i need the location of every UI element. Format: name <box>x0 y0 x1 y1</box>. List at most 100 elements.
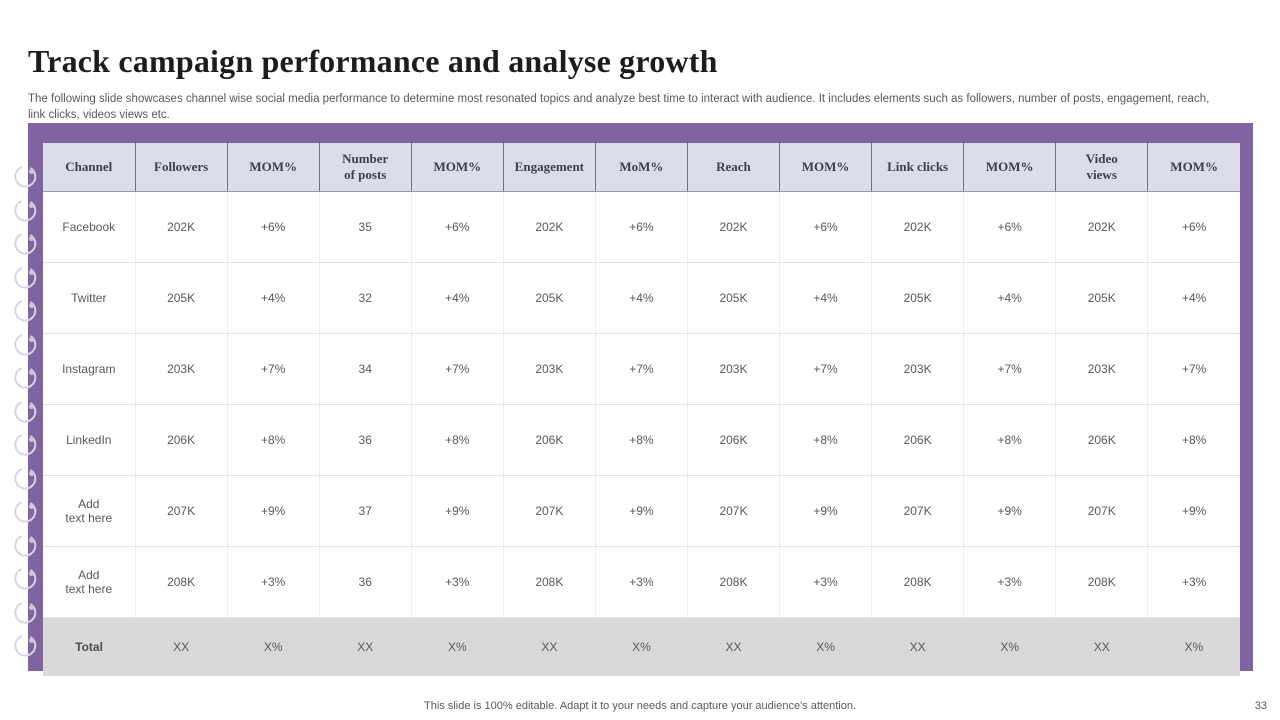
page-number: 33 <box>1254 700 1267 712</box>
metric-cell: 203K <box>687 333 781 405</box>
metric-cell: +8% <box>411 404 504 476</box>
metric-cell: 206K <box>871 404 965 476</box>
metric-cell: X% <box>779 617 872 676</box>
page-title: Track campaign performance and analyse g… <box>28 43 718 80</box>
metric-cell: 202K <box>135 191 228 263</box>
metric-cell: 207K <box>135 475 228 547</box>
metric-cell: +6% <box>595 191 688 263</box>
metric-cell: XX <box>1055 617 1148 676</box>
channel-cell: Twitter <box>43 262 136 334</box>
metric-cell: +3% <box>1147 546 1240 618</box>
column-header: MoM% <box>595 143 688 192</box>
metric-cell: 208K <box>687 546 781 618</box>
metric-cell: +9% <box>779 475 873 547</box>
column-header: MOM% <box>227 143 320 192</box>
channel-cell: Instagram <box>43 333 136 405</box>
slide-description: The following slide showcases channel wi… <box>28 92 1210 122</box>
metric-cell: +7% <box>595 333 688 405</box>
metric-cell: +6% <box>227 191 320 263</box>
metric-cell: +3% <box>411 546 504 618</box>
channel-cell: LinkedIn <box>43 404 136 476</box>
metric-cell: 208K <box>503 546 596 618</box>
metric-cell: XX <box>871 617 964 676</box>
table-row: Twitter 205K +4% 32 +4% 205K +4% 205K +4% 205K +4%… <box>43 262 1240 334</box>
table-header-row: Channel Followers MOM% Number of posts MOM% E… <box>43 143 1240 192</box>
metric-cell: XX <box>503 617 596 676</box>
table-row: Add text here 207K +9% 37 +9% 207K +9% 207K +9% 2… <box>43 475 1240 547</box>
metric-cell: 208K <box>1055 546 1149 618</box>
column-header: Channel <box>43 143 136 192</box>
metric-cell: +6% <box>411 191 504 263</box>
metric-cell: 205K <box>1055 262 1149 334</box>
metric-cell: +6% <box>779 191 873 263</box>
metric-cell: 207K <box>503 475 596 547</box>
metric-cell: +4% <box>595 262 688 334</box>
metric-cell: XX <box>135 617 228 676</box>
metric-cell: +8% <box>595 404 688 476</box>
metric-cell: 32 <box>319 262 412 334</box>
metric-cell: 205K <box>503 262 596 334</box>
metric-cell: X% <box>1147 617 1240 676</box>
metric-cell: 206K <box>503 404 596 476</box>
metric-cell: 203K <box>135 333 228 405</box>
metric-cell: +6% <box>963 191 1057 263</box>
performance-table: Channel Followers MOM% Number of posts MOM% E… <box>43 143 1240 676</box>
metric-cell: 206K <box>135 404 228 476</box>
column-header: MOM% <box>1147 143 1240 192</box>
metric-cell: 206K <box>687 404 781 476</box>
metric-cell: +7% <box>963 333 1057 405</box>
metric-cell: +9% <box>1147 475 1240 547</box>
column-header: Link clicks <box>871 143 965 192</box>
metric-cell: XX <box>319 617 412 676</box>
table-row: LinkedIn 206K +8% 36 +8% 206K +8% 206K +8% 206K +8… <box>43 404 1240 476</box>
metric-cell: 202K <box>1055 191 1149 263</box>
column-header: Reach <box>687 143 781 192</box>
column-header: Number of posts <box>319 143 412 192</box>
column-header: MOM% <box>963 143 1057 192</box>
metric-cell: X% <box>411 617 504 676</box>
metric-cell: 207K <box>687 475 781 547</box>
column-header: MOM% <box>411 143 504 192</box>
metric-cell: 202K <box>871 191 965 263</box>
metric-cell: +9% <box>963 475 1057 547</box>
metric-cell: 207K <box>871 475 965 547</box>
metric-cell: 203K <box>1055 333 1149 405</box>
channel-cell: Total <box>43 617 136 676</box>
total-row: Total XX X% XX X% XX X% XX X% XX X% XX X% <box>43 617 1240 676</box>
metric-cell: +4% <box>779 262 873 334</box>
metric-cell: 205K <box>687 262 781 334</box>
metric-cell: 207K <box>1055 475 1149 547</box>
metric-cell: 208K <box>135 546 228 618</box>
performance-table-frame: Channel Followers MOM% Number of posts MOM% E… <box>28 123 1253 676</box>
metric-cell: 35 <box>319 191 412 263</box>
metric-cell: XX <box>687 617 780 676</box>
table-body: Facebook 202K +6% 35 +6% 202K +6% 202K +6% 202K +6… <box>43 191 1240 676</box>
metric-cell: +7% <box>411 333 504 405</box>
metric-cell: +4% <box>411 262 504 334</box>
metric-cell: +3% <box>963 546 1057 618</box>
metric-cell: +7% <box>1147 333 1240 405</box>
metric-cell: +8% <box>227 404 320 476</box>
metric-cell: +4% <box>227 262 320 334</box>
metric-cell: 205K <box>871 262 965 334</box>
metric-cell: 34 <box>319 333 412 405</box>
table-row: Instagram 203K +7% 34 +7% 203K +7% 203K +7% 203K +… <box>43 333 1240 405</box>
metric-cell: 205K <box>135 262 228 334</box>
table-row: Add text here 208K +3% 36 +3% 208K +3% 208K +3% 2… <box>43 546 1240 618</box>
metric-cell: X% <box>595 617 688 676</box>
metric-cell: +7% <box>779 333 873 405</box>
metric-cell: 206K <box>1055 404 1149 476</box>
metric-cell: 202K <box>687 191 781 263</box>
column-header: Video views <box>1055 143 1149 192</box>
table-row: Facebook 202K +6% 35 +6% 202K +6% 202K +6% 202K +6… <box>43 191 1240 263</box>
metric-cell: 37 <box>319 475 412 547</box>
metric-cell: 36 <box>319 404 412 476</box>
metric-cell: +9% <box>411 475 504 547</box>
metric-cell: 202K <box>503 191 596 263</box>
metric-cell: +3% <box>227 546 320 618</box>
metric-cell: 203K <box>503 333 596 405</box>
metric-cell: +9% <box>227 475 320 547</box>
metric-cell: 203K <box>871 333 965 405</box>
metric-cell: 36 <box>319 546 412 618</box>
metric-cell: +4% <box>1147 262 1240 334</box>
